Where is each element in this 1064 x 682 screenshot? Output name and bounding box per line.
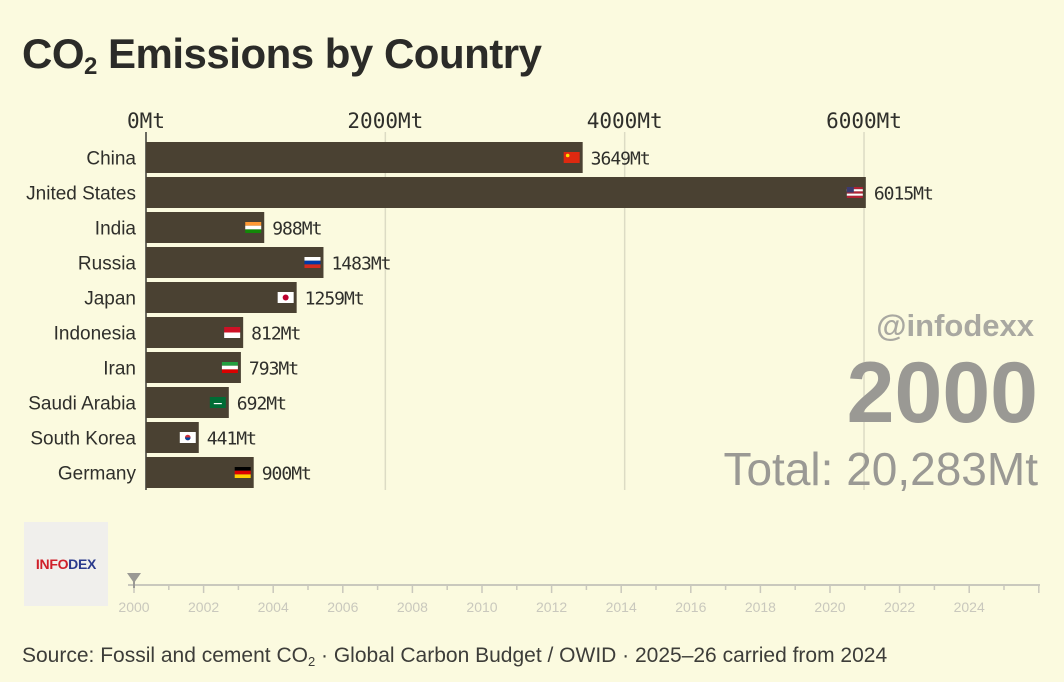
japan-flag-icon [277,292,294,303]
timeline-year-label: 2004 [258,599,289,615]
india-flag-icon [245,222,262,233]
timeline-year-label: 2020 [814,599,845,615]
value-label: 6015Mt [874,184,933,205]
timeline-year-label: 2002 [188,599,219,615]
value-label: 1259Mt [305,289,364,310]
category-label: Japan [84,289,136,310]
value-label: 3649Mt [591,149,650,170]
russia-flag-icon [304,257,321,268]
category-label: Jnited States [26,184,136,205]
bar-chart: 0Mt 2000Mt 4000Mt 6000Mt China 3649Mt Jnited S… [26,109,934,490]
category-label: India [95,219,137,240]
chart-title: CO2 Emissions by Country [22,30,542,80]
current-year: 2000 [846,345,1038,441]
timeline-year-label: 2018 [745,599,776,615]
timeline-year-label: 2010 [466,599,497,615]
source-note: Source: Fossil and cement CO2 · Global C… [22,644,888,669]
year-timeline[interactable]: 2000 2002 2004 2006 2008 2010 2012 2014 2016 2018… [0,560,1064,622]
bar [146,212,265,243]
us-flag-icon [846,187,863,198]
x-tick-label: 4000Mt [587,109,663,133]
value-label: 900Mt [262,464,311,485]
value-label: 1483Mt [331,254,390,275]
value-label: 441Mt [207,429,256,450]
category-label: South Korea [30,429,136,450]
iran-flag-icon [221,362,238,373]
timeline-year-label: 2000 [118,599,149,615]
value-label: 692Mt [237,394,286,415]
bar [146,142,583,173]
china-flag-icon [563,152,580,163]
indonesia-flag-icon [224,327,241,338]
saudi-flag-icon [209,397,226,408]
korea-flag-icon [179,432,196,443]
value-label: 812Mt [251,324,300,345]
germany-flag-icon [234,467,251,478]
timeline-year-label: 2008 [397,599,428,615]
timeline-year-label: 2006 [327,599,358,615]
category-label: Indonesia [54,324,137,345]
timeline-year-label: 2016 [675,599,706,615]
watermark: @infodexx [876,308,1034,343]
bar [146,282,297,313]
timeline-year-label: 2012 [536,599,567,615]
x-tick-label: 2000Mt [347,109,423,133]
category-label: China [86,149,136,170]
x-tick-label: 6000Mt [826,109,902,133]
category-label: Russia [78,254,137,275]
value-label: 988Mt [272,219,321,240]
x-tick-label: 0Mt [127,109,165,133]
timeline-year-label: 2024 [954,599,985,615]
infodex-logo: INFO DEX [24,522,108,606]
category-label: Germany [58,464,137,485]
timeline-year-label: 2014 [606,599,637,615]
timeline-year-label: 2022 [884,599,915,615]
value-label: 793Mt [249,359,298,380]
category-label: Iran [103,359,136,380]
category-label: Saudi Arabia [28,394,136,415]
total-emissions: Total: 20,283Mt [723,443,1038,495]
bar [146,177,866,208]
bar [146,247,324,278]
